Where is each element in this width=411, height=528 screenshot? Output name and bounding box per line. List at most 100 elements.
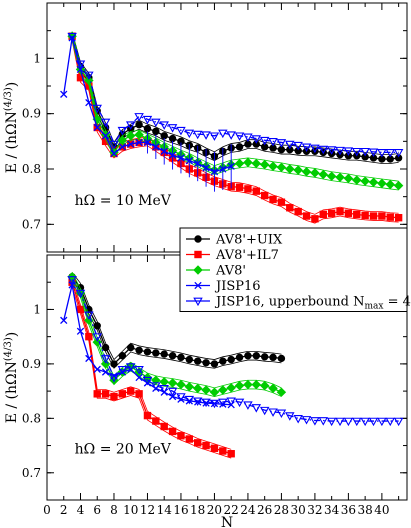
data-point [60, 316, 68, 324]
data-point [93, 365, 101, 373]
data-point [327, 209, 336, 217]
data-point [226, 131, 236, 140]
legend-label: JISP16, upperbound Nmax = 4 [214, 295, 411, 312]
band-lower [71, 40, 399, 224]
data-point [152, 143, 160, 151]
data-point [110, 149, 118, 158]
data-point [60, 90, 68, 98]
data-point [318, 169, 328, 180]
data-point [326, 146, 337, 155]
data-point [268, 408, 278, 417]
data-point [318, 417, 329, 426]
data-point [126, 131, 136, 141]
data-point [194, 398, 202, 406]
x-tick-label: 12 [140, 503, 155, 517]
data-point [125, 363, 136, 372]
data-point [235, 143, 244, 151]
data-point [227, 450, 235, 458]
band-upper [71, 277, 232, 450]
data-point [218, 398, 228, 408]
series-line [71, 279, 399, 422]
data-point [386, 213, 394, 221]
legend-label: AV8' [215, 264, 246, 279]
series-jisp16-upperbound-n-max-4 [67, 276, 404, 427]
data-point [100, 359, 111, 369]
data-point [100, 355, 111, 364]
data-point [394, 154, 403, 162]
legend-label: JISP16 [214, 279, 261, 294]
band-lower [71, 286, 232, 459]
data-point [302, 212, 311, 220]
data-point [159, 121, 169, 130]
data-point [285, 140, 295, 150]
data-point [151, 382, 161, 391]
data-point [118, 390, 127, 398]
data-point [344, 209, 353, 217]
data-point [167, 378, 178, 388]
data-point [293, 165, 303, 175]
x-tick-label: 20 [207, 503, 222, 517]
data-point [67, 276, 77, 285]
data-point [343, 147, 354, 156]
data-point [117, 365, 128, 375]
data-point [151, 375, 161, 385]
y-tick-label: 0.8 [22, 411, 41, 425]
data-point [318, 145, 329, 155]
data-point [219, 357, 227, 365]
data-point [377, 149, 387, 158]
data-point [185, 157, 193, 165]
data-point [168, 151, 177, 159]
data-point [393, 149, 404, 158]
data-point [177, 154, 185, 162]
data-point [310, 417, 320, 426]
data-point [168, 427, 177, 436]
x-tick-label: 2 [60, 503, 68, 517]
data-point [293, 141, 303, 151]
data-point [234, 380, 245, 391]
data-point [268, 137, 278, 147]
y-tick-label: 0.7 [22, 466, 41, 480]
data-point [134, 129, 144, 140]
series-av8- [67, 31, 404, 191]
band-lower [71, 280, 282, 369]
data-point [218, 385, 228, 395]
data-point [259, 136, 270, 146]
data-point [160, 147, 168, 155]
data-point [352, 175, 362, 185]
data-point [219, 447, 227, 455]
data-point [226, 397, 236, 407]
data-point [244, 352, 252, 360]
y-axis-title: E / (hΩN(4/3)) [3, 332, 20, 424]
data-point [192, 397, 203, 407]
data-point [100, 118, 111, 128]
data-point [185, 355, 194, 364]
series-jisp16-upperbound-n-max-4 [67, 32, 404, 158]
data-point [268, 383, 278, 394]
data-point [336, 207, 344, 216]
data-point [109, 140, 119, 150]
data-point [135, 138, 143, 147]
x-tick-label: 38 [357, 503, 372, 517]
data-point [118, 143, 127, 151]
data-point [202, 359, 210, 367]
x-tick-label: 4 [77, 503, 85, 517]
data-point [294, 147, 302, 155]
legend-marker [194, 235, 202, 243]
data-point [243, 157, 253, 168]
x-tick-label: 24 [240, 503, 256, 517]
data-point [168, 352, 177, 360]
data-point [310, 144, 320, 154]
data-point [134, 113, 144, 122]
data-point [360, 147, 370, 157]
panel-annotation: hΩ = 20 MeV [75, 442, 172, 458]
data-point [184, 382, 195, 392]
data-point [127, 140, 135, 148]
data-point [168, 392, 177, 401]
data-point [377, 178, 387, 189]
data-point [353, 210, 361, 219]
data-point [252, 140, 261, 148]
data-point [301, 416, 312, 425]
legend-label: AV8'+IL7 [215, 248, 279, 263]
data-point [135, 346, 143, 354]
